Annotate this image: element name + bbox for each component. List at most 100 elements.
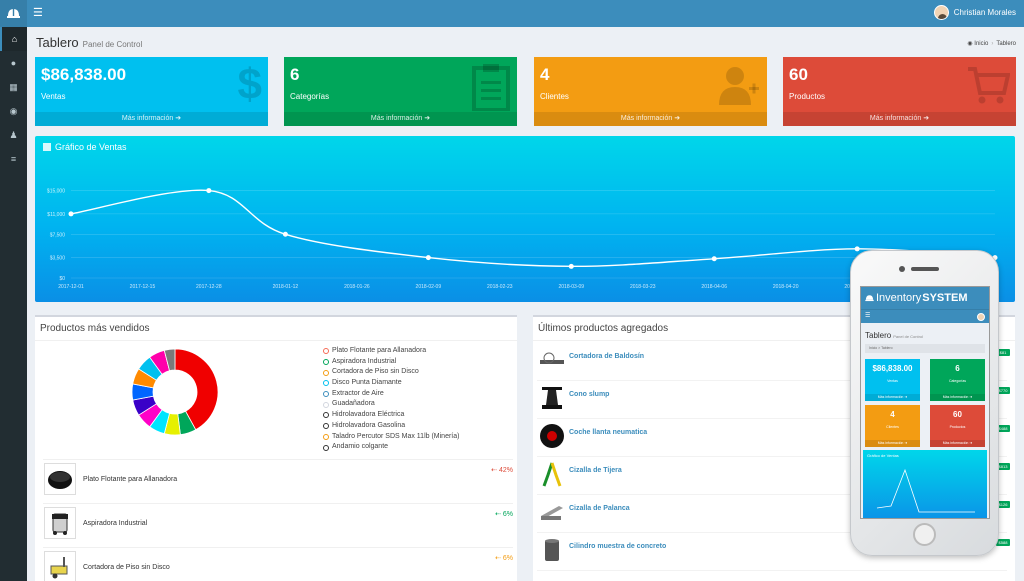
stat-box-sales: $86,838.00 Ventas $ Más información ➜ [35, 57, 268, 126]
more-info-link[interactable]: Más información ➜ [930, 440, 985, 447]
phone-screen: Inventory SYSTEM ☰ Tablero Panel de Contro… [860, 286, 990, 519]
list-item[interactable]: Cizalla de Palanca [537, 495, 1007, 533]
stat-box-clients: 4 Clientes Más información ➜ [534, 57, 767, 126]
sales-data-point[interactable] [711, 256, 717, 262]
list-item[interactable]: Cizalla de Tijera [537, 457, 1007, 495]
more-info-link[interactable]: Más información ➜ [865, 394, 920, 401]
stat-value: $86,838.00 [41, 65, 127, 84]
sales-line-chart: $15,000 $11,000 $7,500 $3,500 $0 2017-12-01 20… [47, 188, 998, 290]
stat-value: $86,838.00 [872, 364, 913, 373]
price-badge: $770 [996, 387, 1010, 394]
phone-sales-chart: Gráfico de Ventas [863, 450, 987, 518]
more-info-link[interactable]: Más información ➜ [930, 394, 985, 401]
sidebar-item-categories[interactable]: ▦ [0, 75, 27, 99]
avatar[interactable] [977, 313, 985, 321]
legend-item: Cortadora de Piso sin Disco [323, 367, 459, 378]
product-name-link[interactable]: Cono slump [569, 391, 610, 398]
stat-label: Ventas [41, 92, 66, 101]
table-row[interactable]: Aspiradora Industrial ⇠ 6% [43, 503, 513, 545]
more-info-link[interactable]: Más información ➜ [783, 112, 1016, 126]
stat-label: Clientes [886, 425, 899, 429]
sales-data-point[interactable] [854, 246, 860, 252]
sales-data-point[interactable] [568, 263, 574, 269]
home-icon: ⌂ [11, 34, 18, 44]
table-row[interactable]: Cortadora de Piso sin Disco ⇠ 6% [43, 547, 513, 581]
helmet-logo-icon [865, 294, 874, 301]
stat-label: Categorías [290, 92, 330, 101]
phone-home-button[interactable] [913, 523, 936, 546]
dollar-icon: $ [237, 60, 262, 109]
breadcrumb: ◉ Inicio › Tablero [967, 41, 1016, 47]
x-tick-label: 2018-03-23 [630, 284, 656, 290]
user-menu[interactable]: Christian Morales [933, 5, 1016, 20]
top-navbar: ☰ Christian Morales [0, 0, 1024, 27]
list-item[interactable]: Coche llanta neumatica [537, 419, 1007, 457]
product-thumb [539, 537, 565, 563]
sidebar-item-clients[interactable]: ♟ [0, 123, 27, 147]
legend-item: Andamio colgante [323, 442, 459, 453]
more-info-link[interactable]: Más información ➜ [35, 112, 268, 126]
legend-item: Hidrolavadora Eléctrica [323, 410, 459, 421]
more-info-link[interactable]: Más información ➜ [534, 112, 767, 126]
donut-slice[interactable] [174, 348, 219, 431]
legend-item: Hidrolavadora Gasolina [323, 421, 459, 432]
phone-brand-bar: Inventory SYSTEM [861, 287, 989, 309]
page-subtitle: Panel de Control [82, 40, 143, 49]
sales-data-point[interactable] [282, 231, 288, 237]
x-tick-label: 2018-04-06 [701, 284, 727, 290]
product-name-link[interactable]: Cizalla de Tijera [569, 467, 622, 474]
x-tick-label: 2018-02-23 [487, 284, 513, 290]
product-name: Cortadora de Piso sin Disco [83, 564, 170, 571]
sidebar-toggle-icon[interactable]: ☰ [865, 313, 871, 319]
logo[interactable] [0, 0, 27, 27]
sidebar-item-home[interactable]: ⌂ [0, 27, 27, 51]
x-tick-label: 2018-04-20 [773, 284, 799, 290]
phone-breadcrumb: Inicio > Tablero [865, 344, 985, 353]
product-icon: ◉ [9, 105, 18, 116]
product-percentage: ⇠ 6% [495, 511, 513, 518]
phone-stat-box: 4 Clientes Más información ➜ [865, 405, 920, 447]
more-info-link[interactable]: Más información ➜ [284, 112, 517, 126]
x-tick-label: 2018-01-12 [273, 284, 299, 290]
stat-value: 60 [953, 410, 962, 419]
sidebar-item-users[interactable]: ● [0, 51, 27, 75]
sidebar-item-sales[interactable]: ≡ [0, 147, 27, 171]
breadcrumb-home[interactable]: Inicio [974, 41, 989, 47]
product-percentage: ⇠ 6% [495, 555, 513, 562]
donut-slice[interactable] [163, 348, 176, 372]
x-tick-label: 2018-02-09 [416, 284, 442, 290]
chart-title-text: Gráfico de Ventas [55, 142, 127, 152]
product-name-link[interactable]: Coche llanta neumatica [569, 429, 648, 436]
top-products-title: Productos más vendidos [35, 317, 517, 341]
stat-label: Productos [789, 92, 826, 101]
phone-speaker [911, 267, 939, 271]
price-badge: $81 [996, 349, 1010, 356]
list-item[interactable]: Cilindro muestra de concreto [537, 533, 1007, 571]
more-info-link[interactable]: Más información ➜ [865, 440, 920, 447]
list-item[interactable]: Cortadora de Baldosín [537, 343, 1007, 381]
product-name-link[interactable]: Cilindro muestra de concreto [569, 543, 667, 550]
users-icon: ♟ [9, 129, 18, 140]
page-title-text: Tablero [36, 35, 79, 50]
product-thumb [539, 461, 565, 487]
table-row[interactable]: Plato Flotante para Allanadora ⇠ 42% [43, 459, 513, 501]
stat-box-categories: 6 Categorías Más información ➜ [284, 57, 517, 126]
clipboard-icon [471, 63, 511, 119]
price-badge: $588 [996, 539, 1010, 546]
sidebar-toggle-icon[interactable]: ☰ [33, 7, 43, 19]
top-products-panel: Productos más vendidos Plato Flotante pa… [35, 315, 517, 581]
product-name-link[interactable]: Cortadora de Baldosín [569, 353, 645, 360]
legend-item: Guadañadora [323, 399, 459, 410]
sales-data-point[interactable] [206, 188, 212, 194]
grid-icon: ▦ [9, 81, 18, 92]
stat-label: Clientes [540, 92, 569, 101]
product-name-link[interactable]: Cizalla de Palanca [569, 505, 630, 512]
list-icon: ≡ [10, 154, 17, 164]
product-name: Plato Flotante para Allanadora [83, 476, 178, 483]
legend-item: Disco Punta Diamante [323, 378, 459, 389]
list-item[interactable]: Cono slump [537, 381, 1007, 419]
sales-data-point[interactable] [425, 255, 431, 261]
sales-data-point[interactable] [68, 211, 74, 217]
phone-stat-box: 6 Categorías Más información ➜ [930, 359, 985, 401]
sidebar-item-products[interactable]: ◉ [0, 99, 27, 123]
